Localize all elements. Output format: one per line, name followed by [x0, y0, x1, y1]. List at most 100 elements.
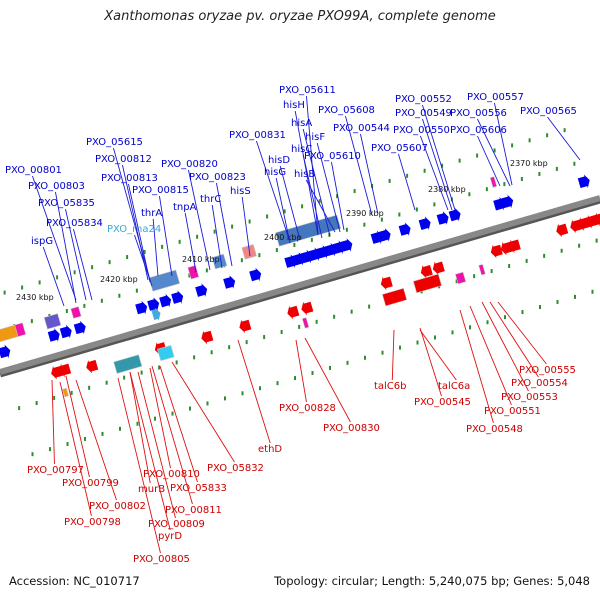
- feature-box: [301, 317, 310, 329]
- forward-gene-arrow: [577, 174, 590, 189]
- leader-line: [149, 367, 171, 469]
- leader-line: [65, 375, 90, 478]
- ruler-label: 2420 kbp: [100, 275, 138, 284]
- leader-line: [134, 234, 153, 287]
- forward-gene-arrow: [47, 328, 60, 342]
- gene-label: PXO_00554: [511, 378, 568, 389]
- gene-label: PXO_00544: [333, 123, 390, 134]
- leader-line: [171, 361, 235, 463]
- reverse-gene-arrow: [594, 212, 600, 227]
- feature-box: [148, 269, 181, 292]
- leader-line: [159, 195, 173, 277]
- feature-box: [478, 263, 486, 276]
- gene-label: thrC: [200, 194, 221, 205]
- reverse-gene-arrow: [490, 244, 503, 259]
- genome-backbone: [0, 195, 600, 375]
- leader-line: [75, 379, 117, 501]
- reverse-gene-arrow: [432, 261, 445, 275]
- gene-label: PXO_00553: [501, 392, 558, 403]
- feature-box: [301, 317, 310, 329]
- reverse-gene-arrow: [490, 244, 503, 259]
- forward-gene-arrow: [147, 297, 160, 311]
- leader-line: [497, 301, 547, 365]
- forward-gene-arrow: [501, 194, 514, 209]
- reverse-gene-arrow: [287, 305, 300, 320]
- leader-line: [211, 204, 223, 269]
- forward-gene-arrow: [135, 300, 148, 315]
- feature-box: [381, 287, 408, 307]
- ruler-label: 2370 kbp: [510, 159, 548, 168]
- feature-box: [14, 322, 27, 337]
- leader-line: [55, 191, 77, 304]
- gene-label: PXO_00555: [519, 365, 576, 376]
- forward-gene-arrow: [448, 207, 461, 222]
- forward-gene-arrow: [378, 228, 391, 242]
- forward-gene-arrow: [195, 283, 208, 297]
- leader-line: [419, 327, 442, 397]
- gene-label: hisH: [283, 100, 305, 111]
- forward-gene-arrow: [59, 324, 72, 339]
- forward-gene-arrow: [135, 300, 148, 315]
- gene-label: PXO_00556: [450, 108, 507, 119]
- forward-gene-arrow: [73, 320, 86, 335]
- feature-box: [14, 322, 27, 337]
- ruler-label: 2390 kbp: [346, 209, 384, 218]
- leader-line: [419, 329, 457, 381]
- leader-line: [459, 309, 494, 424]
- leader-line: [241, 196, 251, 257]
- leader-line: [316, 142, 341, 233]
- gene-label: hisA: [291, 118, 312, 129]
- gene-label: PXO_05834: [46, 218, 103, 229]
- reverse-gene-arrow: [380, 276, 393, 291]
- forward-gene-arrow: [418, 216, 431, 231]
- gene-label: PXO_00830: [323, 423, 380, 434]
- leader-line: [477, 135, 501, 187]
- leader-line: [422, 118, 453, 211]
- reverse-gene-arrow: [508, 239, 521, 253]
- feature-box: [187, 264, 200, 280]
- feature-box: [148, 269, 181, 292]
- feature-box: [478, 263, 486, 276]
- feature-box: [275, 214, 342, 247]
- leader-line: [360, 133, 379, 215]
- gene-label: PXO_00551: [484, 406, 541, 417]
- gene-label: hisD: [268, 155, 290, 166]
- reverse-gene-arrow: [287, 305, 300, 320]
- gene-label: pyrD: [158, 531, 182, 542]
- gene-label: talC6b: [374, 381, 407, 392]
- forward-gene-arrow: [171, 290, 184, 304]
- leader-line: [302, 154, 323, 239]
- reverse-gene-arrow: [59, 363, 72, 378]
- feature-box: [43, 313, 62, 330]
- feature-box: [113, 354, 143, 374]
- accession-text: Accession: NC_010717: [9, 574, 140, 588]
- reverse-gene-arrow: [301, 301, 314, 316]
- gene-label: PXO_05832: [207, 463, 264, 474]
- gene-label: PXO_05835: [38, 198, 95, 209]
- feature-box: [70, 306, 82, 319]
- leader-line: [345, 115, 373, 216]
- gene-label: PXO_00799: [62, 478, 119, 489]
- leader-line: [129, 371, 171, 531]
- leader-line: [51, 379, 55, 465]
- leader-line: [65, 208, 87, 301]
- topology-text: Topology: circular; Length: 5,240,075 bp…: [274, 574, 590, 588]
- reverse-gene-arrow: [86, 359, 99, 374]
- leader-line: [398, 153, 416, 211]
- leader-line: [137, 371, 176, 519]
- leader-line: [256, 140, 291, 243]
- gene-label: PXO_00550: [393, 125, 450, 136]
- reverse-gene-arrow: [301, 301, 314, 316]
- leader-line: [331, 161, 345, 231]
- forward-gene-arrow: [340, 238, 353, 252]
- gene-label: PXO_00805: [133, 554, 190, 565]
- gene-label: PXO_00828: [279, 403, 336, 414]
- forward-gene-arrow: [0, 344, 11, 359]
- feature-box: [454, 271, 467, 285]
- gene-label: hisC: [291, 144, 312, 155]
- leader-line: [304, 337, 351, 423]
- ruler-label: 2380 kbp: [428, 185, 466, 194]
- forward-gene-arrow: [249, 267, 262, 282]
- gene-label: PXO_00557: [467, 92, 524, 103]
- gene-label: PXO_00820: [161, 159, 218, 170]
